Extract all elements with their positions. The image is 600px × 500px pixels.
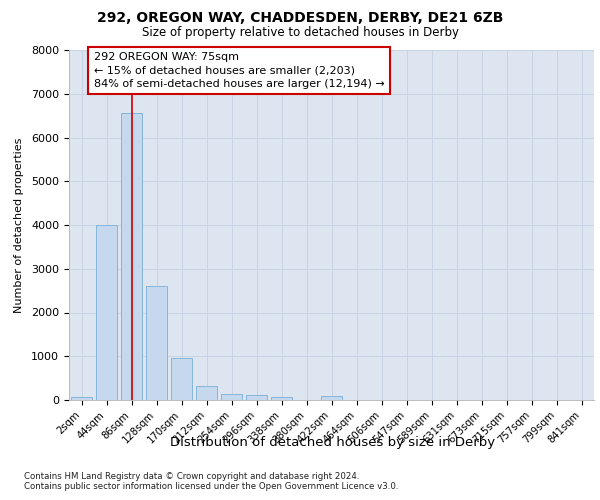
Bar	[146, 286, 167, 400]
Bar	[321, 396, 342, 400]
Bar	[246, 395, 267, 400]
Bar	[171, 358, 192, 400]
Bar	[96, 225, 117, 400]
Text: Distribution of detached houses by size in Derby: Distribution of detached houses by size …	[170, 436, 496, 449]
Bar	[71, 396, 92, 400]
Text: 292, OREGON WAY, CHADDESDEN, DERBY, DE21 6ZB: 292, OREGON WAY, CHADDESDEN, DERBY, DE21…	[97, 11, 503, 25]
Bar	[121, 114, 142, 400]
Text: Contains HM Land Registry data © Crown copyright and database right 2024.: Contains HM Land Registry data © Crown c…	[24, 472, 359, 481]
Y-axis label: Number of detached properties: Number of detached properties	[14, 138, 24, 312]
Text: Size of property relative to detached houses in Derby: Size of property relative to detached ho…	[142, 26, 458, 39]
Bar	[271, 396, 292, 400]
Bar	[221, 394, 242, 400]
Text: 292 OREGON WAY: 75sqm
← 15% of detached houses are smaller (2,203)
84% of semi-d: 292 OREGON WAY: 75sqm ← 15% of detached …	[94, 52, 385, 88]
Text: Contains public sector information licensed under the Open Government Licence v3: Contains public sector information licen…	[24, 482, 398, 491]
Bar	[196, 386, 217, 400]
